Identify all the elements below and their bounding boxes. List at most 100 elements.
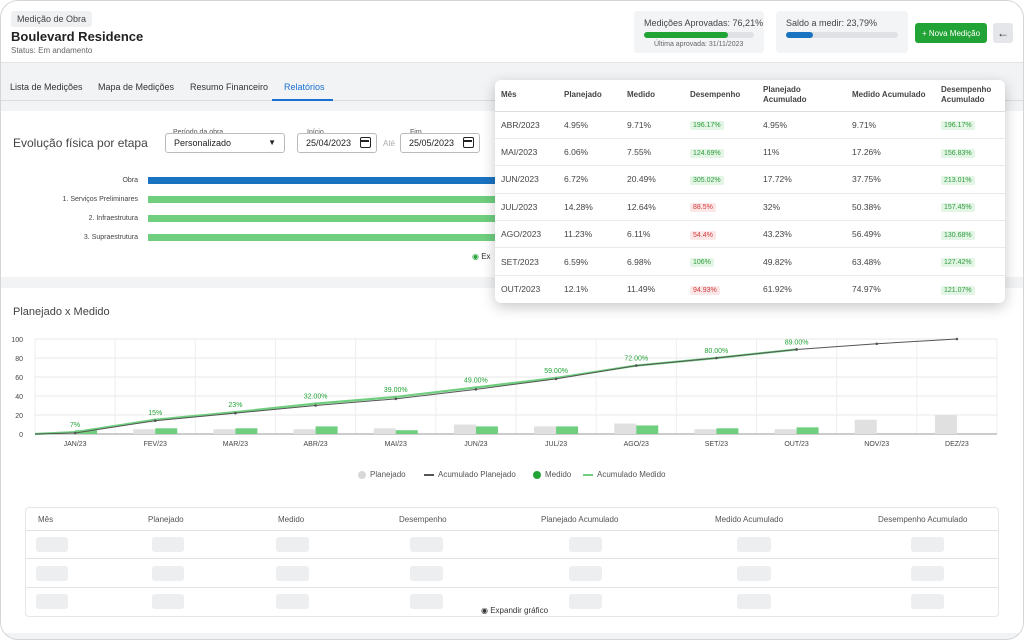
table-row[interactable]: ABR/2023 4.95% 9.71% 196.17% 4.95% 9.71% 196.1…	[495, 111, 1005, 139]
new-measurement-button[interactable]: + Nova Medição	[915, 23, 987, 43]
cell-mes: JUN/2023	[495, 165, 558, 194]
stage-label: 1. Serviços Preliminares	[62, 196, 138, 203]
period-label: Período da obra	[173, 129, 224, 136]
x-tick-label: ABR/23	[304, 441, 328, 448]
performance-badge: 196.17%	[941, 121, 975, 131]
balance-card: Saldo a medir: 23,79%	[776, 11, 908, 53]
skeleton-cell	[569, 594, 602, 609]
table-row[interactable]: MAI/2023 6.06% 7.55% 124.69% 11% 17.26% 156.83…	[495, 138, 1005, 167]
expand-link[interactable]: ◉ Ex	[472, 252, 491, 261]
balance-progress-fill	[786, 32, 813, 38]
calendar-icon[interactable]	[360, 137, 371, 148]
page-title: Boulevard Residence	[11, 29, 144, 44]
performance-badge: 130.68%	[941, 230, 975, 240]
plan-vs-measured-panel: Planejado x Medido 0 20 40 60 80 100 JAN/23 FEV…	[1, 288, 1023, 633]
cell-desempenho: 54.4%	[684, 220, 757, 249]
table-row[interactable]: OUT/2023 12.1% 11.49% 94.93% 61.92% 74.97% 121…	[495, 275, 1005, 302]
table-row[interactable]: AGO/2023 11.23% 6.11% 54.4% 43.23% 56.49% 130.…	[495, 220, 1005, 249]
caret-down-icon: ▼	[268, 138, 276, 147]
calendar-icon[interactable]	[463, 137, 474, 148]
bar-medido	[475, 426, 498, 434]
stage-bar	[148, 215, 498, 222]
performance-badge: 94.93%	[690, 285, 720, 295]
data-label: 32.00%	[304, 394, 328, 401]
tab-mapa-medicoes[interactable]: Mapa de Medições	[98, 82, 175, 92]
point-acumulado-medido	[474, 386, 478, 389]
tab-resumo-financeiro[interactable]: Resumo Financeiro	[190, 82, 269, 92]
y-tick-label: 100	[11, 337, 23, 344]
cell-mes: ABR/2023	[495, 111, 558, 139]
skeleton-cell	[152, 566, 184, 581]
cell-planejado: 12.1%	[564, 284, 589, 295]
table-row[interactable]: SET/2023 6.59% 6.98% 106% 49.82% 63.48% 127.42…	[495, 247, 1005, 276]
point-acumulado-planejado	[715, 356, 718, 360]
cell-planejado: 11.23%	[558, 220, 621, 249]
x-tick-label: AGO/23	[624, 441, 649, 448]
balance-progress	[786, 32, 898, 38]
performance-badge: 156.83%	[941, 148, 975, 158]
cell-mes: AGO/2023	[495, 220, 558, 249]
bar-planejado	[774, 429, 797, 434]
back-button[interactable]: ←	[993, 23, 1013, 43]
skeleton-cell	[276, 566, 309, 581]
cell-planejado: 4.95%	[558, 111, 621, 139]
cell-medido: 6.11%	[621, 220, 684, 249]
data-label: 15%	[148, 410, 162, 417]
cell-plan-acum: 4.95%	[757, 111, 846, 139]
table-row[interactable]: JUN/2023 6.72% 20.49% 305.02% 17.72% 37.75% 21…	[495, 165, 1005, 194]
approved-label: Medições Aprovadas: 76,21%	[644, 18, 764, 28]
cell-desempenho: 88.5%	[684, 193, 757, 222]
x-tick-label: NOV/23	[864, 441, 889, 448]
tab-lista-medicoes[interactable]: Lista de Medições	[10, 82, 83, 92]
eye-icon: ◉	[472, 252, 479, 261]
legend-acumulado-planejado[interactable]: Acumulado Planejado	[424, 470, 516, 479]
start-date-input[interactable]: 25/04/2023	[297, 133, 377, 153]
cell-medido: 9.71%	[621, 111, 684, 139]
x-tick-label: SET/23	[705, 441, 728, 448]
end-date-input[interactable]: 25/05/2023	[400, 133, 480, 153]
skeleton-cell	[152, 594, 184, 609]
skeleton-cell	[911, 594, 944, 609]
skeleton-cell	[911, 537, 944, 552]
col-desempenho-acumulado: Desempenho Acumulado	[935, 80, 1005, 112]
point-acumulado-planejado	[234, 411, 237, 415]
col-desempenho: Desempenho	[684, 80, 757, 112]
x-tick-label: JUL/23	[545, 441, 567, 448]
period-select[interactable]: Personalizado ▼	[165, 133, 285, 153]
cell-medido: 12.64%	[621, 193, 684, 222]
cell-med-acum: 17.26%	[846, 138, 935, 167]
point-acumulado-planejado	[153, 419, 157, 422]
bar-planejado	[534, 426, 557, 434]
legend-label: Acumulado Planejado	[438, 470, 516, 479]
table-row[interactable]: JUL/2023 14.28% 12.64% 88.5% 32% 50.38% 157.45…	[495, 193, 1005, 222]
data-label: 49.00%	[464, 377, 488, 384]
performance-badge: 106%	[690, 258, 714, 268]
legend-medido[interactable]: Medido	[533, 470, 571, 479]
cell-mes: JUL/2023	[495, 193, 558, 222]
expand-link-label: Ex	[481, 252, 491, 261]
breadcrumb[interactable]: Medição de Obra	[11, 11, 93, 27]
table-header: Mês	[38, 515, 54, 524]
expand-chart-link[interactable]: ◉ Expandir gráfico	[481, 606, 548, 615]
legend-planejado[interactable]: Planejado	[358, 470, 406, 479]
eye-icon: ◉	[481, 606, 488, 615]
cell-med-acum: 37.75%	[846, 165, 935, 194]
legend-acumulado-medido[interactable]: Acumulado Medido	[583, 470, 665, 479]
divider	[26, 558, 998, 559]
bar-planejado	[934, 415, 957, 434]
performance-table: Mês Planejado Medido Desempenho Planejad…	[495, 80, 1005, 303]
period-value: Personalizado	[174, 138, 232, 148]
skeleton-cell	[410, 594, 443, 609]
bar-planejado	[133, 429, 156, 434]
y-tick-label: 20	[15, 413, 23, 420]
skeleton-cell	[569, 537, 602, 552]
table-header-row: Mês Planejado Medido Desempenho Planejad…	[495, 80, 1005, 112]
col-medido: Medido	[621, 80, 684, 112]
cell-medido: 7.55%	[621, 138, 684, 167]
cell-mes: SET/2023	[495, 247, 558, 276]
skeleton-cell	[737, 566, 771, 581]
x-tick-label: JAN/23	[64, 441, 87, 448]
tab-relatorios[interactable]: Relatórios	[284, 82, 325, 92]
start-label: Início	[307, 129, 324, 136]
cell-medido: 11.49%	[627, 284, 656, 295]
